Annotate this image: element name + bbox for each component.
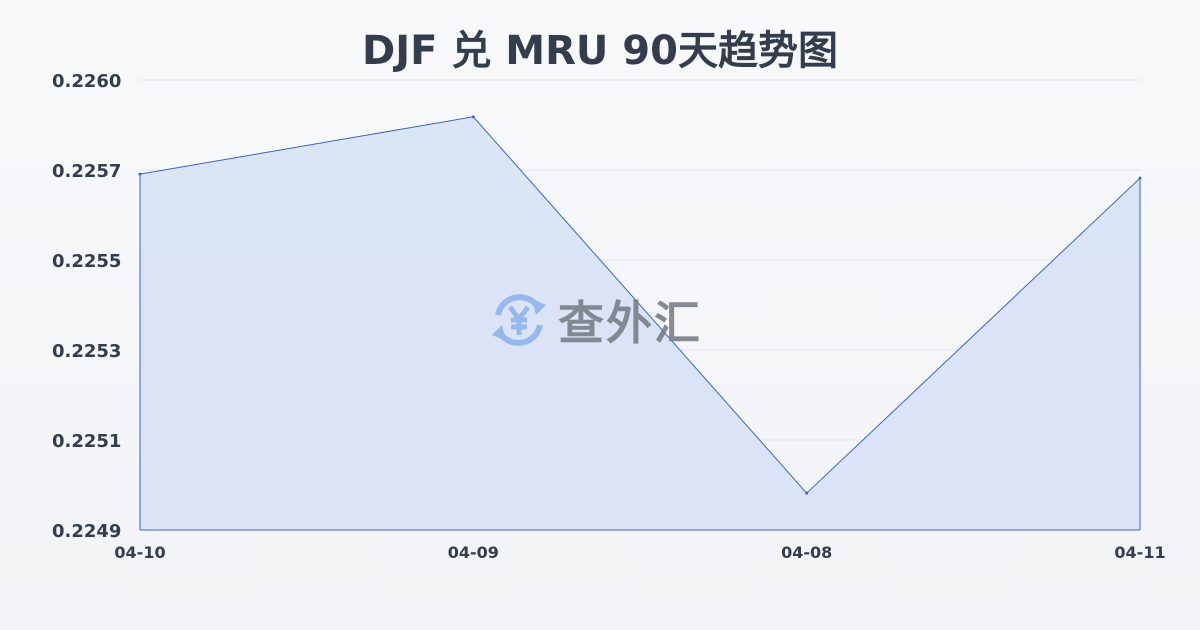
x-tick-label: 04-11 [1114,543,1165,562]
data-point [1138,176,1142,180]
y-tick-label: 0.2260 [52,71,121,92]
x-tick-label: 04-08 [781,543,832,562]
yen-exchange-icon [492,294,546,346]
data-point [805,491,809,495]
watermark: 查外汇 [488,287,702,353]
y-tick-label: 0.2251 [52,431,121,452]
y-tick-label: 0.2249 [52,521,121,542]
x-tick-label: 04-10 [114,543,165,562]
y-tick-label: 0.2257 [52,161,121,182]
chart-title: DJF 兑 MRU 90天趋势图 [362,28,838,74]
x-tick-label: 04-09 [448,543,499,562]
data-point [138,172,142,176]
data-point [471,115,475,119]
watermark-text: 查外汇 [558,296,702,350]
area-fill [140,116,1140,531]
y-tick-label: 0.2255 [52,251,121,272]
y-tick-label: 0.2253 [52,341,121,362]
series-line [139,116,1141,494]
